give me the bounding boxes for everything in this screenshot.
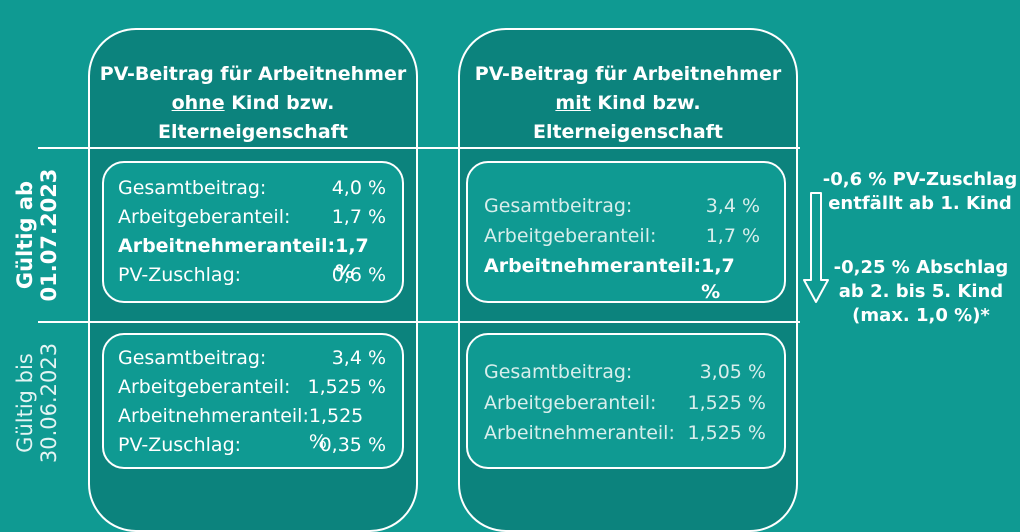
- row-value: 1,7 %: [331, 206, 386, 228]
- box-new-without-child: Gesamtbeitrag: 4,0 % Arbeitgeberanteil: 1,…: [102, 161, 404, 303]
- row-value: 1,525 %: [308, 405, 364, 453]
- box-old-with-child: Gesamtbeitrag: 3,05 % Arbeitgeberanteil: 1…: [466, 333, 786, 469]
- header-line-3: Elterneigenschaft: [532, 121, 724, 143]
- row-employer-share: Arbeitgeberanteil: 1,525 %: [118, 374, 386, 400]
- row-label-line-1: Gültig bis: [13, 353, 37, 453]
- down-arrow-icon: [803, 192, 829, 303]
- row-label: Gesamtbeitrag:: [118, 347, 267, 369]
- row-total: Gesamtbeitrag: 3,05 %: [484, 359, 766, 385]
- header-line-2: ohne Kind bzw.: [90, 89, 416, 118]
- row-value: 0,6 %: [331, 264, 386, 286]
- note-line: entfällt ab 1. Kind: [828, 193, 1012, 214]
- row-label-valid-until: Gültig bis 30.06.2023: [13, 328, 63, 478]
- row-label: Arbeitgeberanteil:: [118, 206, 291, 228]
- separator-middle: [38, 321, 800, 323]
- row-value: 1,525 %: [307, 376, 387, 398]
- row-label: PV-Zuschlag:: [118, 434, 242, 456]
- row-employee-share: Arbeitnehmeranteil: 1,525 %: [118, 403, 386, 455]
- header-line-1: PV-Beitrag für Arbeitnehmer: [474, 63, 782, 85]
- row-value: 1,7 %: [701, 255, 735, 303]
- row-total: Gesamtbeitrag: 3,4 %: [118, 345, 386, 371]
- row-value: 3,4 %: [331, 347, 386, 369]
- row-label-line-2: 30.06.2023: [37, 342, 61, 464]
- row-employer-share: Arbeitgeberanteil: 1,7 %: [118, 204, 386, 230]
- note-line: (max. 1,0 %)*: [852, 305, 990, 326]
- row-value: 1,7 %: [705, 225, 760, 247]
- header-line-1: PV-Beitrag für Arbeitnehmer: [99, 63, 407, 85]
- header-emphasis: ohne: [171, 92, 225, 114]
- row-label: Gesamtbeitrag:: [118, 177, 267, 199]
- row-label: Arbeitnehmeranteil:: [484, 422, 675, 444]
- row-label-line-2: 01.07.2023: [37, 168, 61, 302]
- row-label: Gesamtbeitrag:: [484, 195, 633, 217]
- row-label-valid-from: Gültig ab 01.07.2023: [13, 160, 63, 310]
- row-label: Arbeitgeberanteil:: [484, 392, 657, 414]
- row-label: Arbeitnehmeranteil:: [484, 255, 702, 277]
- row-label-line-1: Gültig ab: [13, 180, 37, 290]
- row-employer-share: Arbeitgeberanteil: 1,525 %: [484, 390, 766, 416]
- row-value: 1,525 %: [687, 422, 767, 444]
- row-label: Arbeitgeberanteil:: [118, 376, 291, 398]
- row-total: Gesamtbeitrag: 3,4 %: [484, 193, 760, 219]
- note-discount: -0,25 % Abschlag ab 2. bis 5. Kind (max.…: [826, 256, 1016, 328]
- header-rest: Kind bzw.: [590, 92, 701, 114]
- note-line: -0,6 % PV-Zuschlag: [822, 169, 1018, 190]
- row-value: 3,05 %: [699, 361, 766, 383]
- box-new-with-child: Gesamtbeitrag: 3,4 % Arbeitgeberanteil: 1,…: [466, 161, 786, 303]
- separator-top: [38, 147, 800, 149]
- row-label: PV-Zuschlag:: [118, 264, 242, 286]
- row-surcharge: PV-Zuschlag: 0,35 %: [118, 432, 386, 458]
- row-label: Arbeitgeberanteil:: [484, 225, 657, 247]
- row-employee-share: Arbeitnehmeranteil: 1,525 %: [484, 420, 766, 446]
- column-header-without-child: PV-Beitrag für Arbeitnehmer ohne Kind bz…: [90, 60, 416, 147]
- row-value: 0,35 %: [319, 434, 386, 456]
- row-surcharge: PV-Zuschlag: 0,6 %: [118, 262, 386, 288]
- row-label: Arbeitnehmeranteil:: [118, 405, 309, 427]
- row-value: 3,4 %: [705, 195, 760, 217]
- note-surcharge-removed: -0,6 % PV-Zuschlag entfällt ab 1. Kind: [822, 168, 1018, 216]
- row-value: 1,525 %: [687, 392, 767, 414]
- row-total: Gesamtbeitrag: 4,0 %: [118, 175, 386, 201]
- header-rest: Kind bzw.: [224, 92, 335, 114]
- row-value: 1,7 %: [335, 235, 369, 283]
- header-emphasis: mit: [555, 92, 591, 114]
- note-line: -0,25 % Abschlag: [833, 257, 1009, 278]
- box-old-without-child: Gesamtbeitrag: 3,4 % Arbeitgeberanteil: 1,…: [102, 333, 404, 469]
- header-line-3: Elterneigenschaft: [157, 121, 349, 143]
- note-line: ab 2. bis 5. Kind: [838, 281, 1004, 302]
- row-label: Arbeitnehmeranteil:: [118, 235, 336, 257]
- row-employee-share: Arbeitnehmeranteil: 1,7 %: [118, 233, 386, 285]
- row-label: Gesamtbeitrag:: [484, 361, 633, 383]
- header-line-2: mit Kind bzw.: [460, 89, 796, 118]
- column-header-with-child: PV-Beitrag für Arbeitnehmer mit Kind bzw…: [460, 60, 796, 147]
- row-employer-share: Arbeitgeberanteil: 1,7 %: [484, 223, 760, 249]
- row-value: 4,0 %: [331, 177, 386, 199]
- row-employee-share: Arbeitnehmeranteil: 1,7 %: [484, 253, 760, 305]
